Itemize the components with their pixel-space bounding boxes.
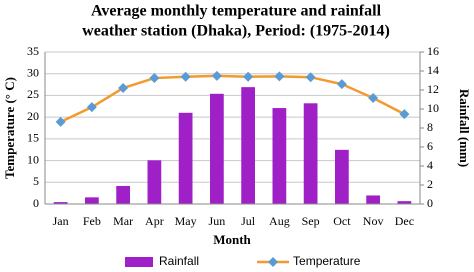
y2-tick-label: 10 — [427, 101, 439, 115]
bar — [53, 202, 68, 204]
x-tick-label: Dec — [395, 214, 414, 228]
legend-swatch — [268, 257, 279, 267]
y-tick-label: 25 — [27, 87, 39, 101]
chart-title: weather station (Dhaka), Period: (1975-2… — [82, 23, 390, 40]
x-tick-label: Sep — [302, 214, 320, 228]
y-tick-label: 35 — [27, 44, 39, 58]
marker — [55, 116, 66, 127]
marker — [274, 71, 285, 82]
bar — [366, 195, 380, 204]
x-tick-label: Oct — [333, 214, 351, 228]
marker — [399, 109, 410, 120]
x-tick-label: Feb — [83, 214, 101, 228]
bar — [210, 93, 224, 204]
y2-tick-label: 12 — [427, 82, 439, 96]
y2-axis-label: Rainfall (mm) — [457, 89, 472, 167]
y2-tick-label: 2 — [427, 177, 433, 191]
y2-tick-label: 16 — [427, 44, 439, 58]
bar — [85, 197, 99, 204]
y-tick-label: 10 — [27, 152, 39, 166]
marker — [86, 102, 97, 113]
x-tick-label: May — [175, 214, 197, 228]
x-tick-label: Nov — [363, 214, 384, 228]
marker — [368, 93, 379, 104]
marker — [305, 72, 316, 83]
y2-tick-label: 4 — [427, 158, 433, 172]
y-tick-label: 20 — [27, 109, 39, 123]
legend-swatch — [125, 257, 153, 267]
marker — [211, 70, 222, 81]
marker — [180, 71, 191, 82]
x-tick-label: Apr — [145, 214, 164, 228]
x-tick-label: Jul — [241, 214, 256, 228]
marker — [243, 71, 254, 82]
y2-tick-label: 6 — [427, 139, 433, 153]
y2-tick-label: 14 — [427, 63, 439, 77]
bar — [116, 185, 130, 204]
y2-tick-label: 8 — [427, 120, 433, 134]
y2-tick-label: 0 — [427, 196, 433, 210]
legend-label: Rainfall — [159, 254, 199, 268]
x-tick-label: Jan — [53, 214, 69, 228]
y-tick-label: 5 — [33, 174, 39, 188]
marker — [336, 79, 347, 90]
bar — [397, 201, 412, 204]
bar — [303, 103, 318, 204]
chart-title: Average monthly temperature and rainfall — [91, 3, 382, 20]
bar — [178, 112, 193, 204]
legend-label: Temperature — [293, 254, 361, 268]
y-tick-label: 0 — [33, 196, 39, 210]
x-tick-label: Jun — [209, 214, 226, 228]
y-axis-label: Temperature (° C) — [2, 77, 17, 179]
y-tick-label: 15 — [27, 131, 39, 145]
bar — [272, 108, 287, 204]
marker — [118, 83, 129, 94]
marker — [149, 73, 160, 84]
bar — [147, 160, 162, 204]
x-axis-label: Month — [213, 232, 251, 247]
bar — [241, 87, 255, 204]
y-tick-label: 30 — [27, 65, 39, 79]
line — [60, 74, 405, 124]
x-tick-label: Mar — [113, 214, 133, 228]
bar — [335, 149, 349, 204]
x-tick-label: Aug — [269, 214, 290, 228]
